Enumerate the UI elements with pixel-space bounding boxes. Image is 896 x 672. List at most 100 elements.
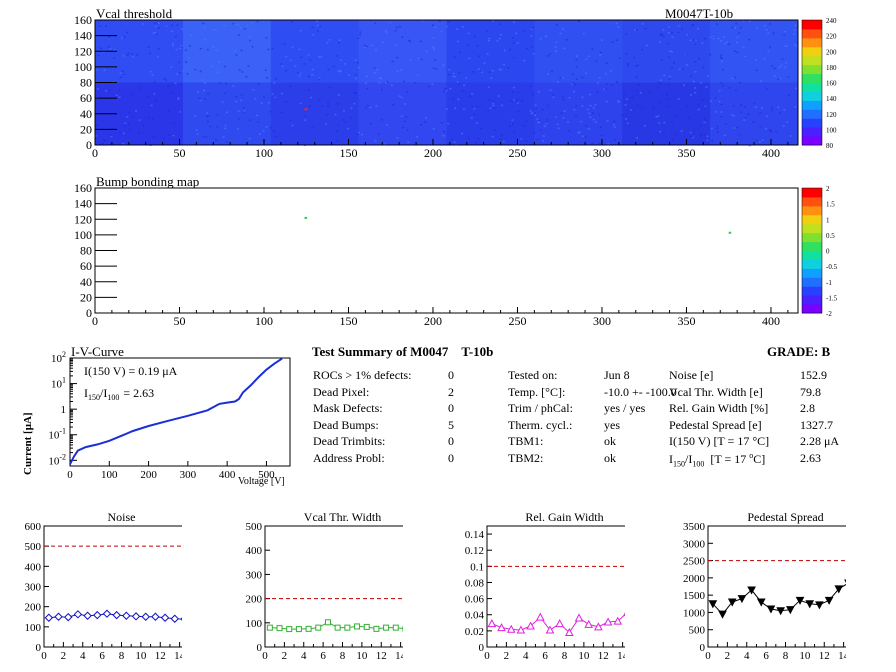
summary-right-label: I(150 V) [T = 17 °C] bbox=[669, 434, 770, 448]
iv-xtick: 300 bbox=[180, 469, 197, 481]
vcal-roc-block bbox=[446, 82, 535, 146]
bump-palette-band bbox=[802, 196, 822, 207]
summary-mid-value: Jun 8 bbox=[604, 368, 630, 382]
vcal-ytick: 20 bbox=[80, 122, 92, 136]
roc-point bbox=[603, 617, 613, 626]
vcal-color-palette: 80 100 120 140 160 180 200 220 240 bbox=[801, 17, 837, 150]
roc-ytick: 0 bbox=[257, 642, 263, 654]
roc-point bbox=[295, 626, 302, 633]
roc-point bbox=[623, 612, 625, 616]
roc-point bbox=[795, 596, 805, 605]
vcal-ztick: 80 bbox=[826, 142, 834, 150]
roc-point bbox=[506, 624, 516, 633]
summary-right-label: Rel. Gain Width [%] bbox=[669, 401, 769, 415]
roc-xtick: 12 bbox=[155, 650, 166, 662]
bump-palette-band bbox=[802, 250, 822, 260]
roc-point bbox=[718, 610, 727, 619]
iv-ytick: 10-1 bbox=[48, 427, 66, 442]
roc-chart-noise: Noise02468101214160100200300400500600 bbox=[25, 510, 182, 662]
roc-ytick: 2000 bbox=[683, 573, 706, 585]
summary-mid-label: Therm. cycl.: bbox=[508, 417, 573, 432]
roc-point bbox=[824, 596, 834, 605]
roc-xtick: 8 bbox=[119, 650, 125, 662]
roc-ytick: 0.08 bbox=[465, 577, 485, 589]
summary-left-value: 0 bbox=[448, 368, 454, 382]
roc-point bbox=[151, 612, 160, 621]
roc-point bbox=[344, 624, 351, 631]
bump-ytick: 120 bbox=[74, 212, 92, 226]
summary-mid-value: yes bbox=[604, 417, 620, 432]
roc-point bbox=[756, 598, 766, 607]
vcal-ztick: 100 bbox=[826, 126, 837, 134]
roc-point bbox=[584, 619, 594, 628]
vcal-ztick: 240 bbox=[826, 17, 837, 25]
module-label: M0047T-10b bbox=[665, 6, 734, 21]
vcal-ytick: 160 bbox=[74, 13, 92, 27]
summary-right-label: I150/I100 [T = 17 oC] bbox=[669, 450, 766, 468]
summary-right-label: Pedestal Spread [e] bbox=[669, 417, 762, 432]
roc-chart-title: Rel. Gain Width bbox=[525, 510, 603, 524]
bump-map-plot: 0 50 100 150 200 250 300 350 4000204060801001201… bbox=[74, 181, 838, 328]
roc-ytick: 0 bbox=[36, 642, 42, 654]
roc-ytick: 0.02 bbox=[465, 626, 484, 638]
vcal-roc-block bbox=[622, 82, 711, 146]
vcal-hot-pixel bbox=[304, 108, 308, 111]
roc-ytick: 200 bbox=[25, 602, 42, 614]
roc-point bbox=[535, 612, 545, 621]
roc-ytick: 3500 bbox=[683, 521, 706, 533]
roc-point bbox=[131, 612, 141, 621]
roc-ytick: 0.1 bbox=[470, 561, 484, 573]
summary-right-value: 2.63 bbox=[800, 450, 821, 465]
summary-left-value: 0 bbox=[448, 434, 454, 448]
roc-xtick: 8 bbox=[340, 650, 346, 662]
vcal-ztick: 200 bbox=[826, 48, 837, 56]
roc-point bbox=[747, 586, 756, 595]
bump-xtick: 100 bbox=[255, 314, 273, 328]
summary-left-label: Address Probl: bbox=[313, 450, 385, 465]
roc-xtick: 10 bbox=[135, 650, 147, 662]
bump-ztick: 1 bbox=[826, 216, 830, 224]
roc-series-line bbox=[712, 583, 846, 615]
summary-left-value: 5 bbox=[448, 417, 454, 432]
vcal-roc-block bbox=[270, 20, 360, 83]
bump-palette-band bbox=[802, 214, 822, 225]
vcal-ytick: 60 bbox=[80, 91, 92, 105]
iv-plot: 0 100 200 300 400 500 10-2 10-1 1 101 102 Current … bbox=[22, 350, 291, 487]
roc-point bbox=[815, 601, 824, 610]
summary-mid-label: Tested on: bbox=[508, 368, 558, 382]
iv-xtick: 100 bbox=[101, 469, 118, 481]
roc-ytick: 100 bbox=[246, 618, 263, 630]
vcal-palette-band bbox=[802, 82, 822, 92]
vcal-xtick: 100 bbox=[255, 146, 273, 160]
iv-xtick: 0 bbox=[67, 469, 73, 481]
bump-defect-point bbox=[728, 231, 732, 234]
vcal-ytick: 0 bbox=[86, 138, 92, 152]
roc-xtick: 4 bbox=[80, 650, 86, 662]
roc-point bbox=[324, 619, 331, 626]
vcal-roc-block bbox=[270, 82, 360, 146]
grade-label: GRADE: B bbox=[767, 344, 831, 359]
bump-xtick: 150 bbox=[339, 314, 357, 328]
vcal-xtick: 150 bbox=[339, 146, 357, 160]
roc-point bbox=[487, 619, 497, 628]
summary-right-value: 2.8 bbox=[800, 401, 815, 415]
vcal-roc-block bbox=[182, 82, 272, 146]
bump-ztick: 1.5 bbox=[826, 201, 835, 209]
summary-mid-label: Trim / phCal: bbox=[508, 401, 573, 415]
vcal-xtick: 350 bbox=[677, 146, 695, 160]
roc-xtick: 12 bbox=[819, 650, 830, 662]
bump-map-points bbox=[304, 216, 732, 234]
roc-ytick: 300 bbox=[25, 582, 42, 594]
roc-chart-rel-gain-width: Rel. Gain Width024681012141600.020.040.0… bbox=[465, 510, 625, 662]
roc-point bbox=[354, 623, 361, 630]
bump-palette-band bbox=[802, 223, 822, 234]
bump-palette-band bbox=[802, 286, 822, 296]
roc-ytick: 2500 bbox=[683, 556, 706, 568]
summary-left-value: 0 bbox=[448, 401, 454, 415]
roc-ytick: 100 bbox=[25, 622, 42, 634]
roc-ytick: 1500 bbox=[683, 590, 706, 602]
roc-point bbox=[180, 617, 182, 621]
roc-xtick: 14 bbox=[174, 650, 182, 662]
roc-point bbox=[383, 624, 390, 631]
roc-xtick: 4 bbox=[523, 650, 529, 662]
